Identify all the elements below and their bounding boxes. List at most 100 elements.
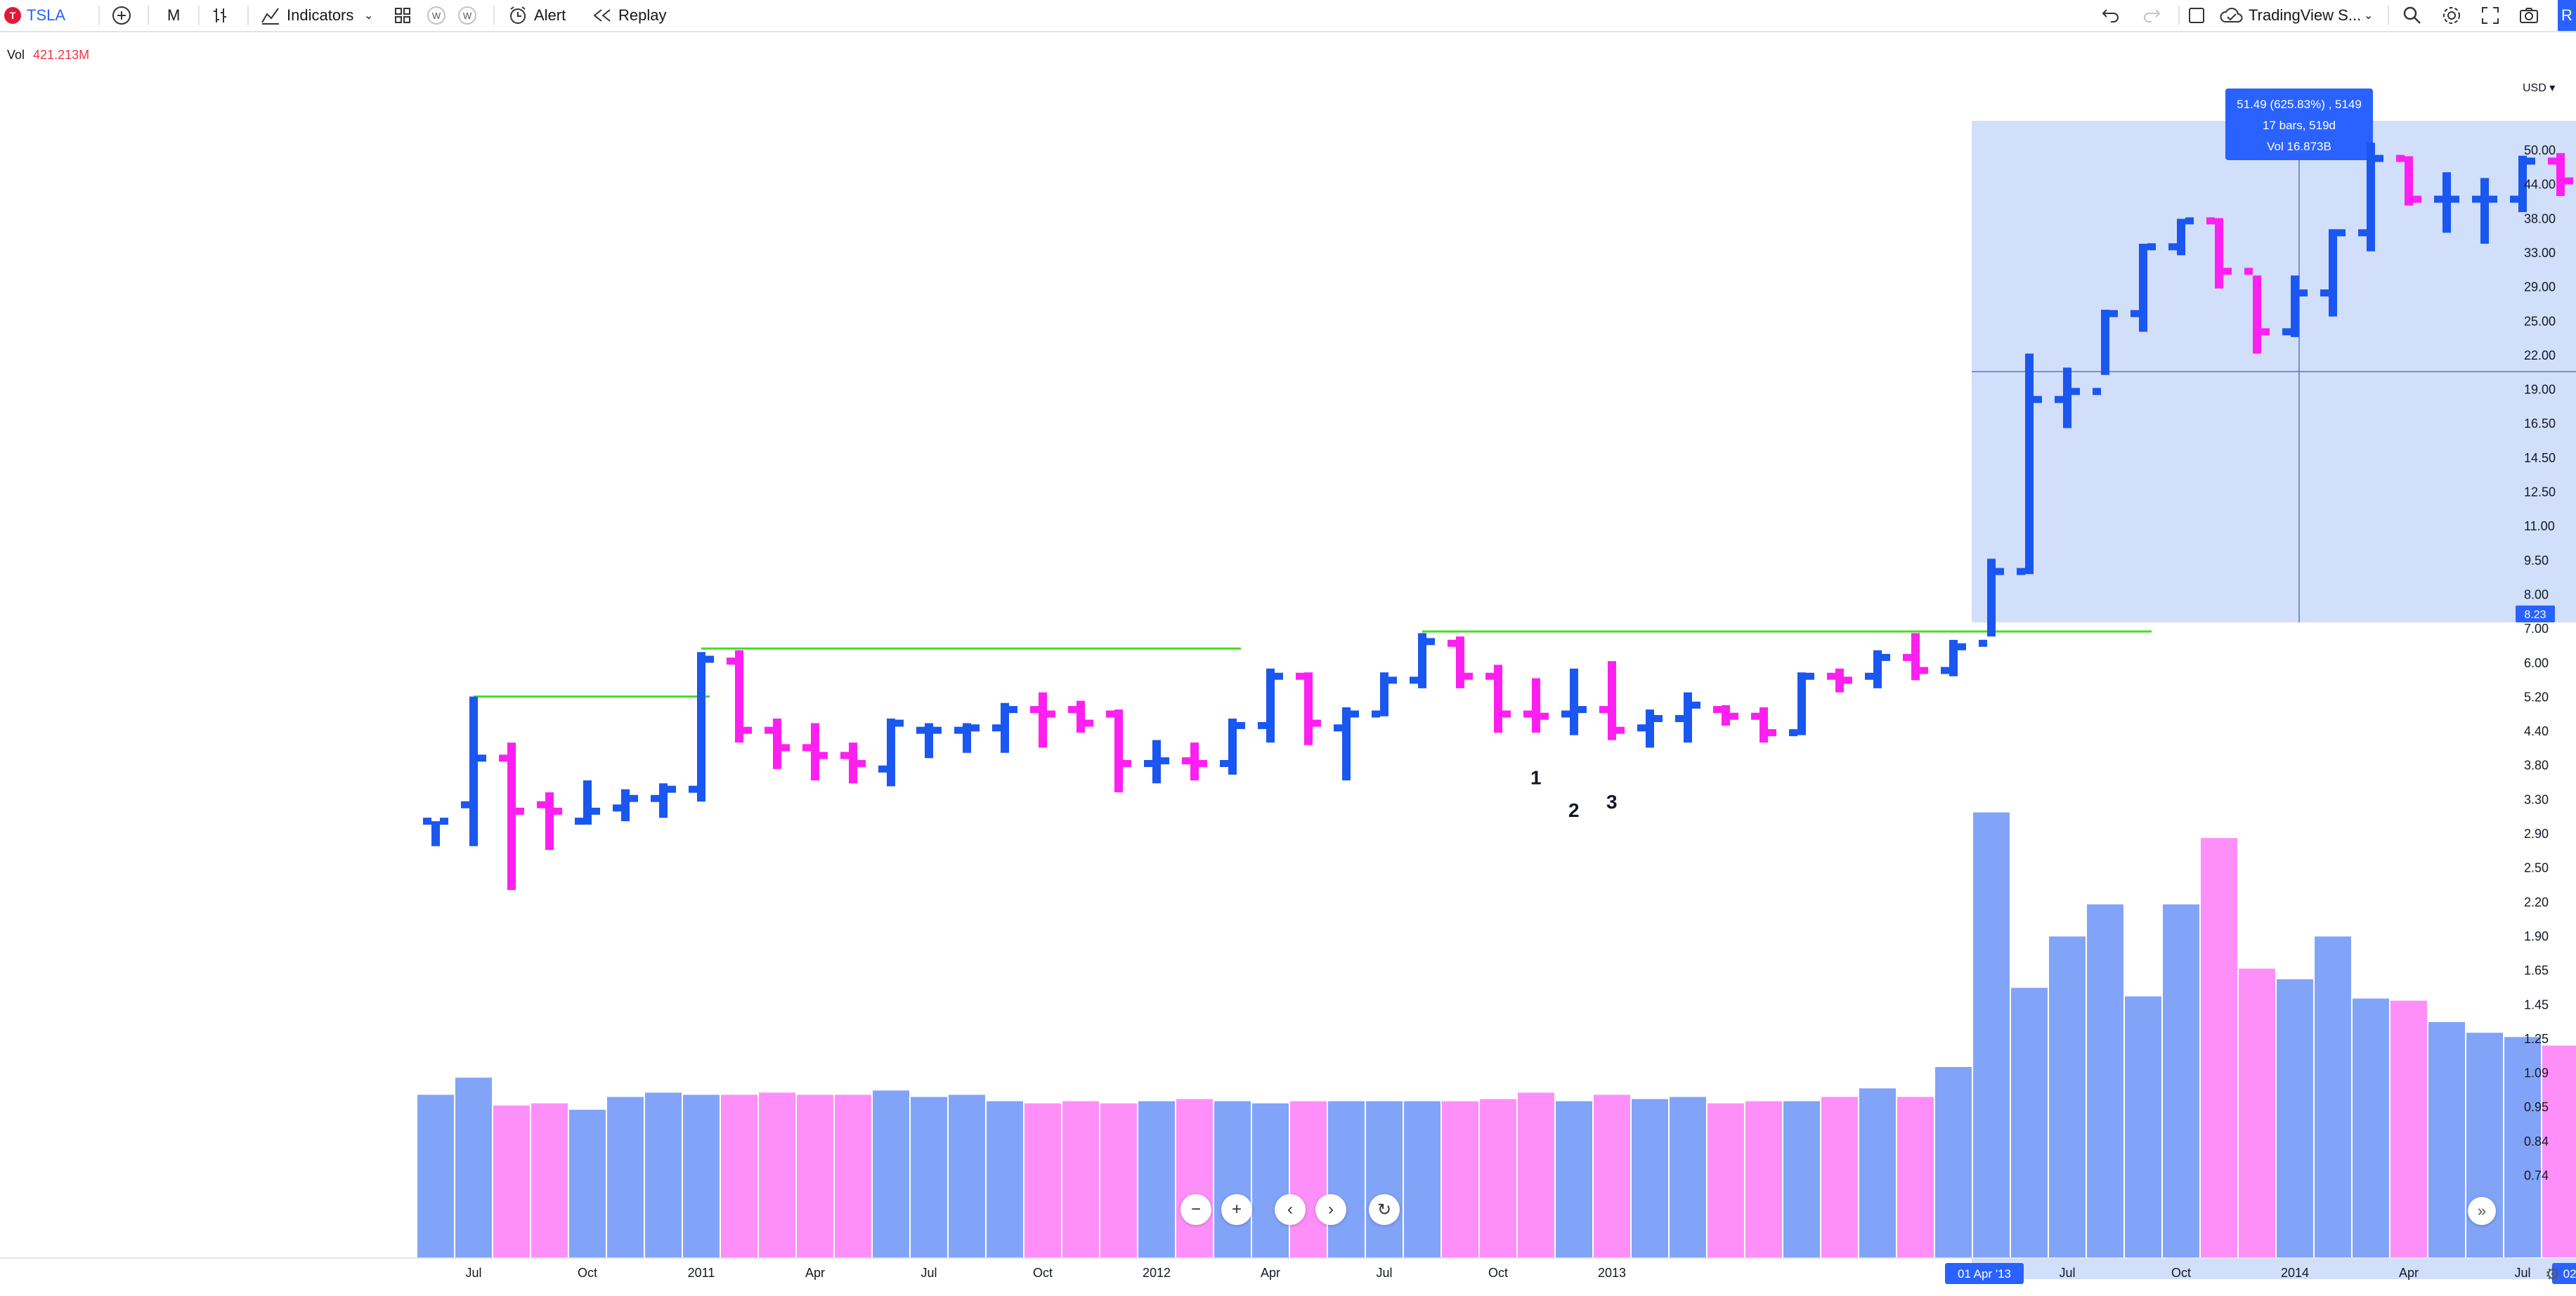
ohlc-bar-close bbox=[2034, 395, 2042, 403]
volume-bar bbox=[1138, 1101, 1175, 1257]
ohlc-bar bbox=[1220, 718, 1245, 775]
volume-bar bbox=[1556, 1101, 1592, 1257]
settings-button[interactable] bbox=[2441, 0, 2462, 31]
time-axis-label: 2011 bbox=[688, 1266, 715, 1280]
separator bbox=[2178, 6, 2180, 25]
bar-style-button[interactable] bbox=[211, 0, 230, 31]
ohlc-bar-close bbox=[1920, 667, 1928, 674]
ohlc-bar bbox=[954, 723, 980, 753]
alert-button[interactable]: Alert bbox=[507, 0, 566, 31]
indicators-dropdown[interactable]: ⌄ bbox=[364, 0, 373, 31]
zoom-out-button[interactable]: − bbox=[1180, 1194, 1211, 1225]
redo-icon bbox=[2144, 9, 2161, 22]
volume-bar bbox=[1328, 1101, 1365, 1257]
ohlc-bar-range bbox=[1494, 665, 1502, 733]
ohlc-bar bbox=[2206, 217, 2232, 289]
time-axis-label: Oct bbox=[578, 1266, 597, 1280]
ohlc-bar-open bbox=[1979, 639, 1987, 647]
ohlc-bar bbox=[1903, 633, 1928, 681]
ohlc-bar-range bbox=[1266, 668, 1275, 743]
price-scale-tick: 1.25 bbox=[2524, 1032, 2549, 1046]
scale-settings-button[interactable]: ⚙ bbox=[2545, 1264, 2561, 1285]
ohlc-bar-range bbox=[2139, 244, 2147, 332]
layout-dropdown[interactable]: ⌄ bbox=[2364, 0, 2373, 31]
ohlc-bar bbox=[1106, 709, 1131, 792]
w-button-1[interactable]: W bbox=[427, 0, 445, 31]
ohlc-bar-open bbox=[1258, 721, 1266, 729]
volume-bar bbox=[2315, 936, 2351, 1257]
grid-icon bbox=[395, 8, 410, 23]
ohlc-bar-close bbox=[1161, 757, 1169, 765]
scroll-left-button[interactable]: ‹ bbox=[1275, 1194, 1306, 1225]
reset-chart-button[interactable]: ↻ bbox=[1369, 1194, 1400, 1225]
volume-bar bbox=[1594, 1094, 1630, 1257]
price-scale-tick: 2.20 bbox=[2524, 895, 2549, 909]
gear-icon bbox=[2443, 7, 2460, 24]
ohlc-bar bbox=[2055, 367, 2080, 428]
ohlc-bar-open bbox=[2472, 195, 2480, 203]
time-axis-label: Oct bbox=[2171, 1266, 2191, 1280]
time-axis-label: Jul bbox=[921, 1266, 937, 1280]
indicators-button[interactable]: Indicators bbox=[260, 0, 353, 31]
ohlc-bar-close bbox=[1844, 676, 1852, 684]
redo-button[interactable] bbox=[2142, 0, 2161, 31]
ohlc-bar-close bbox=[1806, 672, 1814, 680]
ohlc-bar-range bbox=[2518, 155, 2527, 212]
ohlc-bar bbox=[2358, 143, 2383, 251]
ohlc-bar-range bbox=[1684, 692, 1692, 743]
replay-button[interactable]: Replay bbox=[592, 0, 666, 31]
compare-button[interactable] bbox=[111, 0, 132, 31]
search-button[interactable] bbox=[2402, 0, 2423, 31]
ohlc-bar-close bbox=[1275, 672, 1283, 680]
ohlc-bar-open bbox=[2282, 328, 2291, 336]
fullscreen-button[interactable] bbox=[2480, 0, 2500, 31]
ohlc-bar-open bbox=[1106, 710, 1114, 718]
ohlc-bar-close bbox=[1502, 710, 1511, 718]
price-scale-tick: 29.00 bbox=[2524, 280, 2556, 294]
time-axis-label: Oct bbox=[1033, 1266, 1053, 1280]
w-button-2[interactable]: W bbox=[458, 0, 476, 31]
ohlc-bar-open bbox=[423, 818, 431, 825]
ohlc-bar-range bbox=[2480, 178, 2489, 244]
ohlc-bar bbox=[1296, 672, 1321, 745]
measure-time-band bbox=[1972, 1258, 2576, 1279]
volume-bar bbox=[911, 1097, 947, 1257]
ohlc-bar-close bbox=[705, 655, 714, 663]
separator bbox=[247, 6, 249, 25]
ohlc-bar bbox=[499, 742, 524, 890]
ohlc-bar bbox=[1334, 707, 1359, 780]
price-chart[interactable]: 51.49 (625.83%) , 5149 17 bars, 519d Vol 1… bbox=[0, 32, 2576, 1296]
chart-nav-controls: − + ‹ › ↻ bbox=[1180, 1194, 1400, 1225]
symbol-search[interactable]: T TSLA bbox=[4, 0, 65, 31]
ohlc-bar bbox=[1865, 650, 1890, 688]
fullscreen-select-button[interactable] bbox=[2187, 0, 2206, 31]
ohlc-bar-close bbox=[781, 744, 790, 752]
zoom-in-button[interactable]: + bbox=[1221, 1194, 1252, 1225]
volume-bar bbox=[1252, 1103, 1289, 1257]
ohlc-bar-close bbox=[2261, 328, 2270, 336]
volume-bar bbox=[2163, 904, 2199, 1257]
volume-bar bbox=[531, 1103, 568, 1257]
layout-save-button[interactable]: TradingView S... bbox=[2219, 0, 2361, 31]
ohlc-bar bbox=[2093, 309, 2118, 395]
search-icon bbox=[2403, 6, 2421, 24]
price-scale-tick: 11.00 bbox=[2524, 519, 2555, 533]
snapshot-button[interactable] bbox=[2518, 0, 2539, 31]
publish-button[interactable]: R bbox=[2558, 0, 2576, 31]
price-scale-tick: 1.09 bbox=[2524, 1066, 2549, 1080]
undo-button[interactable] bbox=[2101, 0, 2121, 31]
ohlc-bar bbox=[1485, 665, 1511, 733]
ohlc-bar-range bbox=[1114, 709, 1123, 792]
scroll-to-realtime-button[interactable]: » bbox=[2468, 1197, 2496, 1225]
scroll-right-button[interactable]: › bbox=[1315, 1194, 1346, 1225]
ohlc-bar bbox=[727, 650, 752, 743]
ohlc-bar-close bbox=[2375, 155, 2383, 162]
ohlc-bar-close bbox=[1199, 759, 1207, 767]
layouts-button[interactable] bbox=[393, 0, 412, 31]
interval-button[interactable]: M bbox=[167, 0, 180, 31]
measure-tooltip bbox=[2225, 88, 2373, 160]
separator bbox=[148, 6, 149, 25]
ohlc-bar-close bbox=[2451, 195, 2459, 203]
ohlc-bar-close bbox=[592, 807, 600, 815]
ohlc-bar bbox=[1372, 672, 1397, 718]
